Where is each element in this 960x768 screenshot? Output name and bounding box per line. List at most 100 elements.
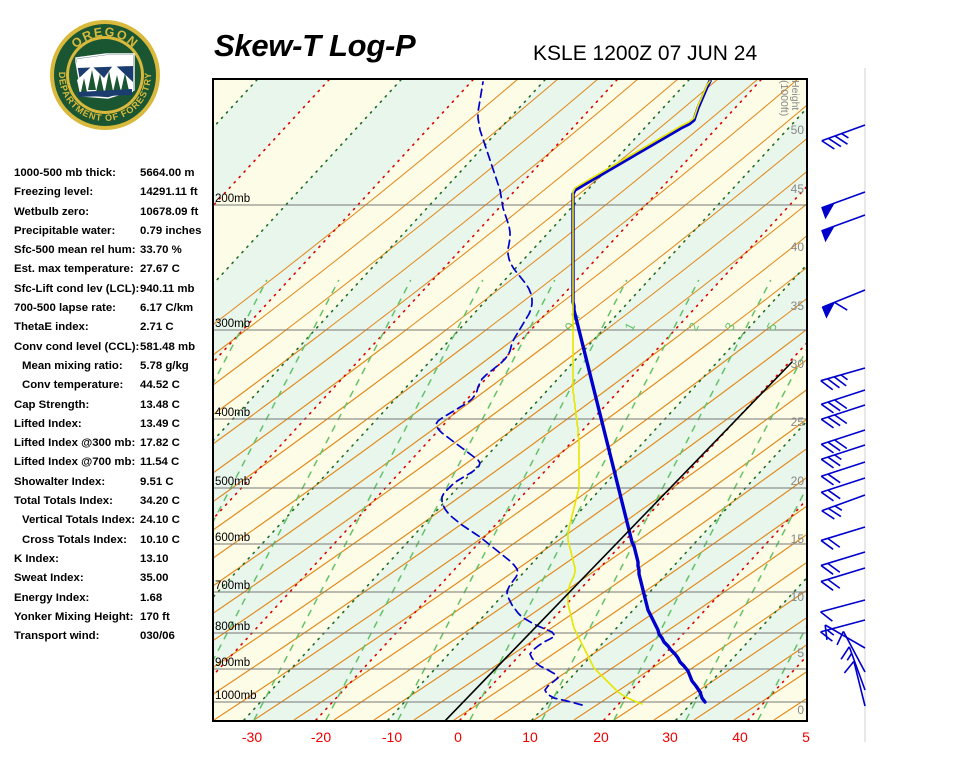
stat-label: Sweat Index: bbox=[14, 572, 84, 585]
pressure-tick-label: 800mb bbox=[215, 621, 251, 633]
stat-row: Sfc-Lift cond lev (LCL): 940.11 mb bbox=[14, 280, 210, 299]
wind-barb bbox=[820, 567, 866, 591]
wind-barb bbox=[820, 404, 866, 429]
stat-row: Transport wind: 030/06 bbox=[14, 627, 210, 646]
stat-row: 700-500 lapse rate: 6.17 C/km bbox=[14, 299, 210, 318]
trace-dewpoint bbox=[435, 81, 583, 706]
stat-row: Lifted Index: 13.49 C bbox=[14, 415, 210, 434]
stat-label: Sfc-Lift cond lev (LCL): bbox=[14, 282, 140, 295]
wind-barb bbox=[824, 624, 866, 649]
pressure-tick-label: 400mb bbox=[215, 407, 251, 419]
stat-value: 35.00 bbox=[140, 572, 169, 585]
stat-label: Lifted Index @700 mb: bbox=[14, 456, 136, 469]
stat-value: 5664.00 m bbox=[140, 167, 195, 179]
stat-value: 13.49 C bbox=[140, 417, 180, 430]
logo-sky bbox=[77, 55, 133, 68]
trace-wetbulb bbox=[567, 80, 711, 705]
stat-label: Freezing level: bbox=[14, 186, 94, 199]
stat-value: 27.67 C bbox=[140, 263, 180, 276]
height-tick-label: 20 bbox=[790, 474, 804, 488]
height-tick-label: 5 bbox=[797, 646, 804, 660]
stat-value: 10.10 C bbox=[140, 533, 180, 546]
height-tick-label: 25 bbox=[790, 415, 804, 429]
stat-row: Freezing level: 14291.11 ft bbox=[14, 183, 210, 202]
height-tick-label: 50 bbox=[790, 123, 804, 137]
pressure-tick-label: 700mb bbox=[215, 580, 251, 592]
stat-value: 24.10 C bbox=[140, 514, 180, 527]
pressure-tick-label: 1000mb bbox=[215, 690, 257, 702]
height-tick-label: 45 bbox=[790, 182, 804, 196]
stat-label: Cross Totals Index: bbox=[22, 533, 127, 546]
wind-barb bbox=[821, 494, 866, 520]
logo-water bbox=[78, 89, 132, 97]
height-tick-label: 10 bbox=[790, 590, 804, 604]
stat-label: Mean mixing ratio: bbox=[22, 359, 123, 372]
moist-adiabat-lines bbox=[214, 80, 806, 720]
stat-value: 34.20 C bbox=[140, 495, 180, 508]
page-title: Skew-T Log-P bbox=[214, 28, 416, 63]
stat-row: Showalter Index: 9.51 C bbox=[14, 473, 210, 492]
mixing-ratio-lines bbox=[214, 279, 806, 720]
wind-barb bbox=[820, 526, 866, 550]
pressure-tick-label: 600mb bbox=[215, 532, 251, 544]
stat-value: 5.78 g/kg bbox=[140, 359, 189, 372]
temperature-tick-label: 30 bbox=[662, 729, 678, 745]
height-tick-label: 40 bbox=[790, 240, 804, 254]
pressure-tick-label: 500mb bbox=[215, 476, 251, 488]
stat-value: 17.82 C bbox=[140, 437, 180, 450]
stat-label: 700-500 lapse rate: bbox=[14, 302, 116, 315]
stat-row: 1000-500 mb thick: 5664.00 m bbox=[14, 164, 210, 183]
stat-label: Total Totals Index: bbox=[14, 495, 113, 508]
stat-label: Sfc-500 mean rel hum: bbox=[14, 244, 136, 257]
skewt-chart-plot: 0.4 1 2 3 5 bbox=[212, 78, 808, 722]
wind-barb bbox=[820, 389, 866, 414]
stat-label: Precipitable water: bbox=[14, 224, 116, 237]
wind-barb bbox=[821, 191, 866, 220]
stat-value: 030/06 bbox=[140, 630, 175, 643]
stat-value: 6.17 C/km bbox=[140, 302, 194, 315]
height-tick-label: 0 bbox=[797, 703, 804, 717]
stat-value: 13.10 bbox=[140, 552, 169, 565]
stat-value: 10678.09 ft bbox=[140, 205, 199, 218]
stat-row: Wetbulb zero: 10678.09 ft bbox=[14, 203, 210, 222]
temperature-tick-label: 40 bbox=[732, 729, 748, 745]
skewt-svg: 0.4 1 2 3 5 bbox=[214, 80, 806, 720]
wind-barb bbox=[840, 646, 866, 691]
stat-row: Precipitable water: 0.79 inches bbox=[14, 222, 210, 241]
sounding-traces bbox=[435, 80, 793, 720]
wind-barb bbox=[843, 660, 866, 707]
wind-barb bbox=[820, 599, 866, 622]
stat-row: Lifted Index @300 mb: 17.82 C bbox=[14, 434, 210, 453]
wind-barb bbox=[820, 551, 866, 575]
dry-adiabat-lines bbox=[214, 80, 806, 720]
stat-row: Yonker Mixing Height: 170 ft bbox=[14, 608, 210, 627]
stat-value: 14291.11 ft bbox=[140, 186, 198, 199]
station-header: KSLE 1200Z 07 JUN 24 bbox=[533, 42, 758, 65]
stat-row: Energy Index: 1.68 bbox=[14, 589, 210, 608]
stat-row: Conv cond level (CCL): 581.48 mb bbox=[14, 338, 210, 357]
stat-label: Conv cond level (CCL): bbox=[14, 340, 140, 353]
logo-svg: OREGON DEPARTMENT OF FORESTRY bbox=[50, 20, 160, 130]
temperature-tick-label: 20 bbox=[593, 729, 609, 745]
wind-barb bbox=[820, 367, 866, 391]
stat-label: Conv temperature: bbox=[22, 379, 124, 392]
stat-row: Est. max temperature: 27.67 C bbox=[14, 260, 210, 279]
temperature-tick-label: -20 bbox=[310, 729, 332, 745]
stat-value: 33.70 % bbox=[140, 244, 182, 257]
sounding-indices-table: 1000-500 mb thick: 5664.00 m Freezing leve… bbox=[14, 164, 210, 646]
temperature-tick-label: 0 bbox=[454, 729, 462, 745]
stat-value: 581.48 mb bbox=[140, 340, 196, 353]
isobar-lines bbox=[214, 204, 806, 703]
oregon-department-of-forestry-logo: OREGON DEPARTMENT OF FORESTRY bbox=[48, 18, 162, 132]
stat-row: ThetaE index: 2.71 C bbox=[14, 318, 210, 337]
stat-label: Vertical Totals Index: bbox=[22, 514, 136, 527]
wind-barb bbox=[821, 289, 866, 319]
height-tick-label: 30 bbox=[790, 357, 804, 371]
stat-row: Cap Strength: 13.48 C bbox=[14, 396, 210, 415]
height-tick-label: 35 bbox=[790, 299, 804, 313]
wind-barb bbox=[836, 631, 866, 673]
stat-label: Yonker Mixing Height: bbox=[14, 610, 134, 623]
stat-value: 9.51 C bbox=[140, 475, 174, 488]
stat-row: Total Totals Index: 34.20 C bbox=[14, 492, 210, 511]
wind-barb-panel bbox=[808, 60, 960, 750]
